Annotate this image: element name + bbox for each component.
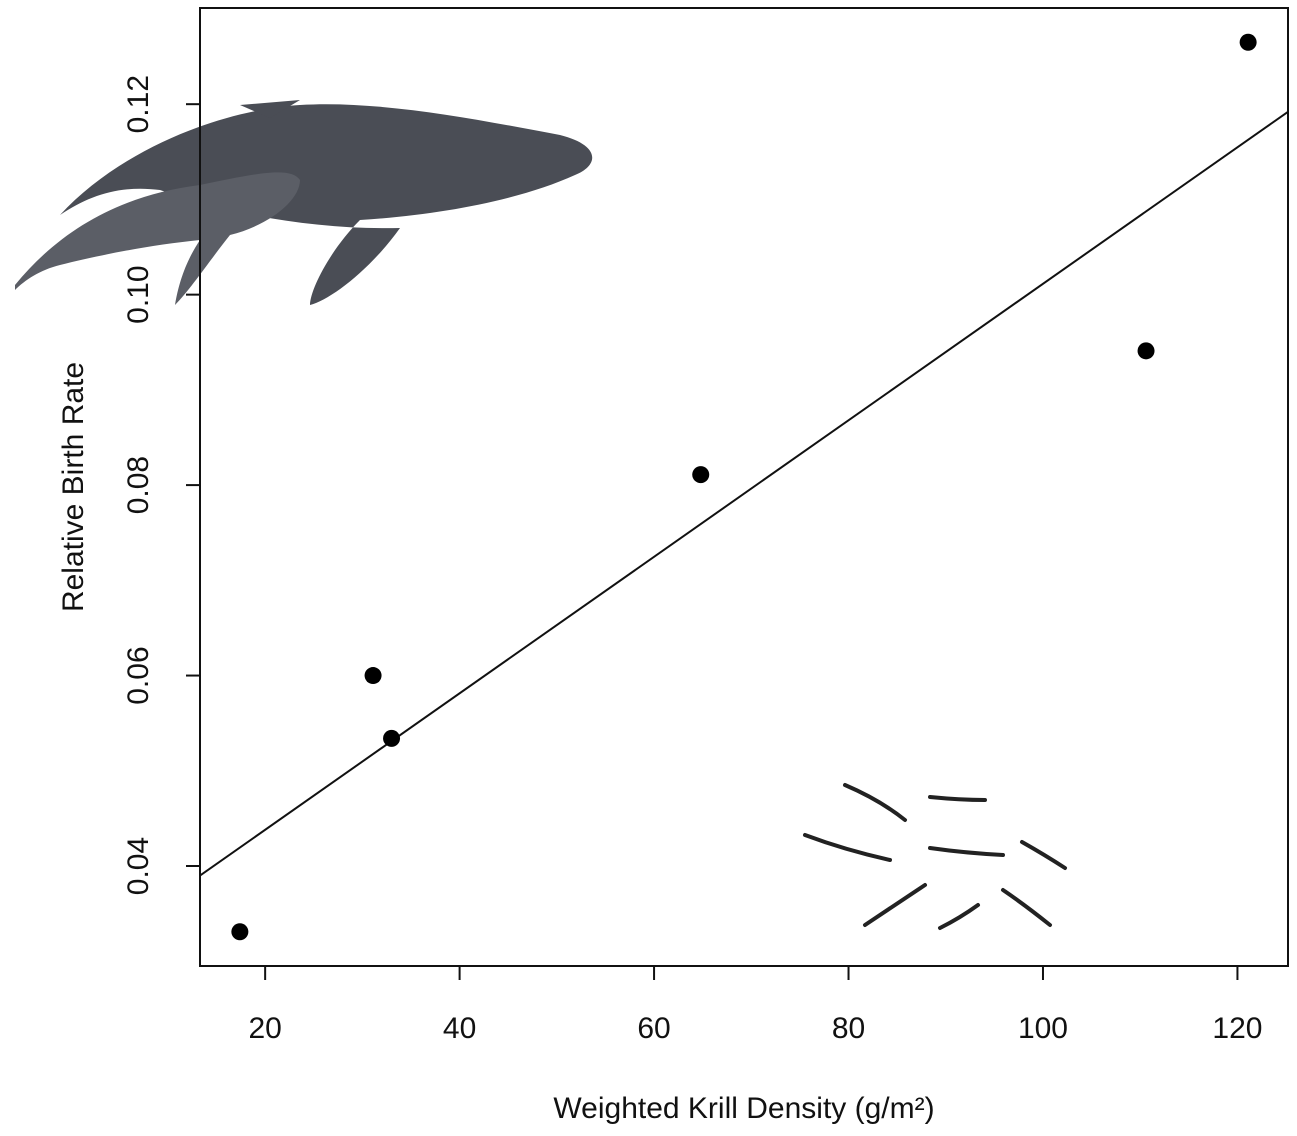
fit-line [199, 110, 1289, 877]
whale-fin [240, 100, 300, 118]
y-tick-label: 0.12 [122, 75, 155, 133]
data-point [1137, 342, 1155, 360]
x-tick-label: 80 [832, 1012, 865, 1045]
data-point [383, 729, 401, 747]
whale-calf [15, 172, 300, 305]
y-tick-label: 0.10 [122, 265, 155, 323]
krill-illustration [803, 783, 1067, 930]
data-point [364, 667, 382, 685]
data-point [231, 923, 249, 941]
plot-frame [199, 7, 1289, 967]
y-tick-label: 0.06 [122, 646, 155, 704]
x-tick-label: 40 [443, 1012, 476, 1045]
whale-adult [60, 104, 593, 305]
y-tick-label: 0.08 [122, 456, 155, 514]
x-tick-label: 100 [1018, 1012, 1068, 1045]
whale-illustration [15, 100, 593, 305]
data-point [1239, 33, 1257, 51]
y-axis-label: Relative Birth Rate [57, 362, 90, 612]
data-point [692, 466, 710, 484]
y-tick-label: 0.04 [122, 837, 155, 895]
x-tick-label: 60 [637, 1012, 670, 1045]
x-axis-label: Weighted Krill Density (g/m²) [553, 1092, 934, 1125]
x-tick-label: 20 [248, 1012, 281, 1045]
x-tick-label: 120 [1212, 1012, 1262, 1045]
